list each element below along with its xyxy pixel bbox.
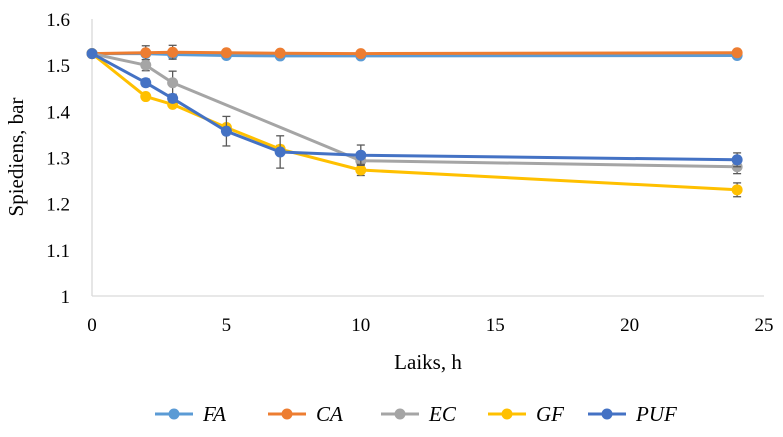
y-tick-label: 1.4	[46, 102, 70, 123]
x-tick-label: 0	[87, 315, 97, 336]
y-tick-label: 1.5	[46, 56, 70, 77]
series-gf	[86, 48, 743, 198]
data-point	[86, 48, 98, 60]
y-axis-title: Spiediens, bar	[4, 98, 28, 217]
data-point	[731, 184, 743, 196]
legend-item-gf: GF	[488, 402, 564, 426]
series-line	[91, 52, 738, 162]
series-line	[91, 50, 738, 56]
data-point	[731, 47, 743, 59]
legend-item-puf: PUF	[588, 402, 677, 426]
data-point	[140, 77, 152, 89]
series-line	[91, 52, 738, 192]
legend-marker	[168, 408, 180, 420]
data-point	[355, 48, 367, 60]
legend-item-ec: EC	[381, 402, 457, 426]
x-tick-label: 20	[620, 315, 639, 336]
data-point	[731, 154, 743, 166]
x-tick-labels: 0 5 10 15 20 25	[87, 315, 773, 336]
data-point	[274, 146, 286, 158]
data-point	[140, 59, 152, 71]
x-tick-label: 25	[755, 315, 774, 336]
y-tick-label: 1.3	[46, 149, 70, 170]
series-ca	[86, 44, 743, 61]
y-tick-label: 1.1	[46, 241, 70, 262]
data-point	[355, 164, 367, 176]
legend-item-ca: CA	[268, 402, 343, 426]
data-point	[167, 77, 179, 89]
legend-label: PUF	[635, 402, 677, 426]
data-point	[220, 125, 232, 137]
legend-label: EC	[428, 402, 457, 426]
data-point	[220, 47, 232, 59]
data-point	[140, 91, 152, 103]
series-puf	[86, 48, 743, 169]
x-tick-label: 5	[222, 315, 232, 336]
data-point	[167, 92, 179, 104]
legend: FA CA EC GF PUF	[155, 402, 677, 426]
data-point	[274, 47, 286, 59]
y-tick-label: 1.6	[46, 10, 70, 31]
legend-marker	[281, 408, 293, 420]
legend-marker	[394, 408, 406, 420]
legend-label: FA	[202, 402, 226, 426]
data-point	[355, 149, 367, 161]
y-tick-label: 1.2	[46, 195, 70, 216]
legend-label: CA	[316, 402, 343, 426]
x-tick-label: 10	[351, 315, 370, 336]
legend-label: GF	[536, 402, 564, 426]
data-point	[140, 47, 152, 59]
x-axis-title: Laiks, h	[394, 350, 462, 374]
x-tick-label: 15	[486, 315, 505, 336]
y-tick-label: 1	[61, 287, 71, 308]
data-point	[167, 46, 179, 58]
legend-item-fa: FA	[155, 402, 226, 426]
legend-marker	[501, 408, 513, 420]
legend-marker	[601, 408, 613, 420]
series-layer	[86, 44, 743, 198]
y-tick-labels: 1 1.1 1.2 1.3 1.4 1.5 1.6	[46, 10, 70, 308]
axes	[91, 19, 764, 297]
